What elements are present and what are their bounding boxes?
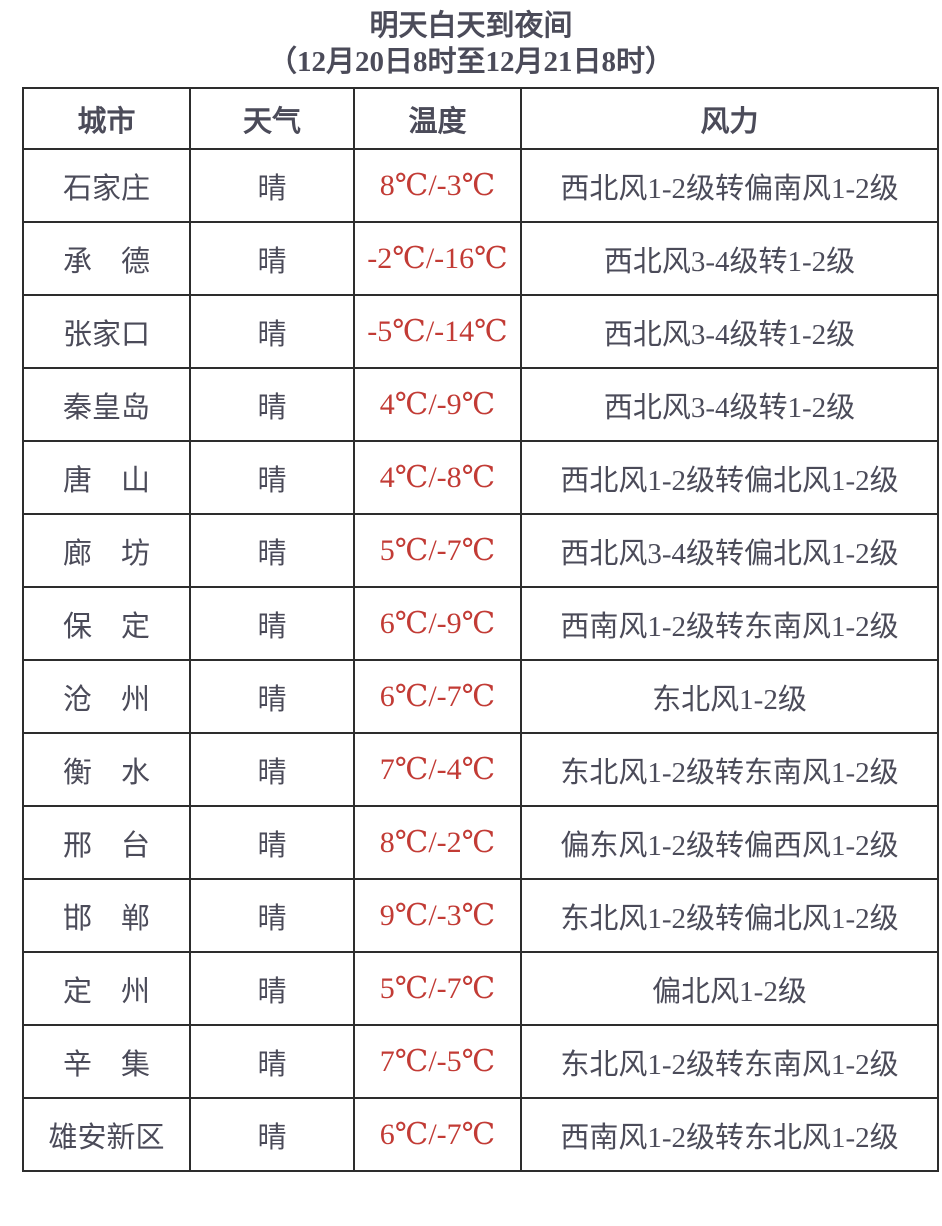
temperature-cell: 4℃/-8℃ bbox=[353, 440, 522, 515]
city-cell: 石家庄 bbox=[22, 148, 191, 223]
title-line-1: 明天白天到夜间 bbox=[369, 10, 573, 42]
temperature-cell: 5℃/-7℃ bbox=[353, 513, 522, 588]
header-row: 城市 天气 温度 风力 bbox=[22, 87, 939, 150]
table-row: 邢 台 晴 8℃/-2℃ 偏东风1-2级转偏西风1-2级 bbox=[22, 805, 939, 880]
weather-cell: 晴 bbox=[189, 1097, 355, 1172]
city-cell: 保 定 bbox=[22, 586, 191, 661]
weather-cell: 晴 bbox=[189, 659, 355, 734]
header-weather: 天气 bbox=[189, 87, 355, 150]
table-row: 定 州 晴 5℃/-7℃ 偏北风1-2级 bbox=[22, 951, 939, 1026]
table-row: 唐 山 晴 4℃/-8℃ 西北风1-2级转偏北风1-2级 bbox=[22, 440, 939, 515]
weather-cell: 晴 bbox=[189, 367, 355, 442]
table-row: 沧 州 晴 6℃/-7℃ 东北风1-2级 bbox=[22, 659, 939, 734]
wind-cell: 西南风1-2级转东北风1-2级 bbox=[520, 1097, 939, 1172]
page-title: 明天白天到夜间 （12月20日8时至12月21日8时） bbox=[0, 8, 942, 80]
temperature-cell: 8℃/-2℃ bbox=[353, 805, 522, 880]
table-row: 秦皇岛 晴 4℃/-9℃ 西北风3-4级转1-2级 bbox=[22, 367, 939, 442]
weather-cell: 晴 bbox=[189, 513, 355, 588]
wind-cell: 西北风3-4级转1-2级 bbox=[520, 294, 939, 369]
city-cell: 张家口 bbox=[22, 294, 191, 369]
temperature-cell: 5℃/-7℃ bbox=[353, 951, 522, 1026]
table-row: 廊 坊 晴 5℃/-7℃ 西北风3-4级转偏北风1-2级 bbox=[22, 513, 939, 588]
table-row: 邯 郸 晴 9℃/-3℃ 东北风1-2级转偏北风1-2级 bbox=[22, 878, 939, 953]
weather-cell: 晴 bbox=[189, 148, 355, 223]
forecast-table: 城市 天气 温度 风力 石家庄 晴 8℃/-3℃ 西北风1-2级转偏南风1-2级… bbox=[22, 87, 939, 1172]
table-row: 承 德 晴 -2℃/-16℃ 西北风3-4级转1-2级 bbox=[22, 221, 939, 296]
city-cell: 定 州 bbox=[22, 951, 191, 1026]
weather-cell: 晴 bbox=[189, 732, 355, 807]
city-cell: 邯 郸 bbox=[22, 878, 191, 953]
city-cell: 承 德 bbox=[22, 221, 191, 296]
wind-cell: 西北风1-2级转偏北风1-2级 bbox=[520, 440, 939, 515]
table-row: 衡 水 晴 7℃/-4℃ 东北风1-2级转东南风1-2级 bbox=[22, 732, 939, 807]
wind-cell: 东北风1-2级转东南风1-2级 bbox=[520, 1024, 939, 1099]
temperature-cell: 4℃/-9℃ bbox=[353, 367, 522, 442]
city-cell: 辛 集 bbox=[22, 1024, 191, 1099]
temperature-cell: 6℃/-9℃ bbox=[353, 586, 522, 661]
wind-cell: 东北风1-2级转偏北风1-2级 bbox=[520, 878, 939, 953]
weather-cell: 晴 bbox=[189, 805, 355, 880]
weather-cell: 晴 bbox=[189, 878, 355, 953]
wind-cell: 西北风3-4级转偏北风1-2级 bbox=[520, 513, 939, 588]
city-cell: 沧 州 bbox=[22, 659, 191, 734]
table-row: 雄安新区 晴 6℃/-7℃ 西南风1-2级转东北风1-2级 bbox=[22, 1097, 939, 1172]
wind-cell: 西南风1-2级转东南风1-2级 bbox=[520, 586, 939, 661]
weather-cell: 晴 bbox=[189, 1024, 355, 1099]
wind-cell: 西北风3-4级转1-2级 bbox=[520, 367, 939, 442]
city-cell: 秦皇岛 bbox=[22, 367, 191, 442]
wind-cell: 东北风1-2级转东南风1-2级 bbox=[520, 732, 939, 807]
temperature-cell: 7℃/-4℃ bbox=[353, 732, 522, 807]
wind-cell: 偏北风1-2级 bbox=[520, 951, 939, 1026]
wind-cell: 西北风1-2级转偏南风1-2级 bbox=[520, 148, 939, 223]
city-cell: 廊 坊 bbox=[22, 513, 191, 588]
wind-cell: 东北风1-2级 bbox=[520, 659, 939, 734]
header-temperature: 温度 bbox=[353, 87, 522, 150]
weather-cell: 晴 bbox=[189, 586, 355, 661]
temperature-cell: -5℃/-14℃ bbox=[353, 294, 522, 369]
temperature-cell: 9℃/-3℃ bbox=[353, 878, 522, 953]
temperature-cell: 6℃/-7℃ bbox=[353, 659, 522, 734]
table-row: 张家口 晴 -5℃/-14℃ 西北风3-4级转1-2级 bbox=[22, 294, 939, 369]
wind-cell: 偏东风1-2级转偏西风1-2级 bbox=[520, 805, 939, 880]
table-row: 保 定 晴 6℃/-9℃ 西南风1-2级转东南风1-2级 bbox=[22, 586, 939, 661]
weather-cell: 晴 bbox=[189, 294, 355, 369]
temperature-cell: -2℃/-16℃ bbox=[353, 221, 522, 296]
city-cell: 唐 山 bbox=[22, 440, 191, 515]
city-cell: 衡 水 bbox=[22, 732, 191, 807]
header-city: 城市 bbox=[22, 87, 191, 150]
city-cell: 邢 台 bbox=[22, 805, 191, 880]
table-row: 石家庄 晴 8℃/-3℃ 西北风1-2级转偏南风1-2级 bbox=[22, 148, 939, 223]
title-line-2: （12月20日8时至12月21日8时） bbox=[267, 46, 674, 78]
temperature-cell: 8℃/-3℃ bbox=[353, 148, 522, 223]
weather-cell: 晴 bbox=[189, 221, 355, 296]
weather-cell: 晴 bbox=[189, 951, 355, 1026]
temperature-cell: 6℃/-7℃ bbox=[353, 1097, 522, 1172]
table-row: 辛 集 晴 7℃/-5℃ 东北风1-2级转东南风1-2级 bbox=[22, 1024, 939, 1099]
wind-cell: 西北风3-4级转1-2级 bbox=[520, 221, 939, 296]
temperature-cell: 7℃/-5℃ bbox=[353, 1024, 522, 1099]
city-cell: 雄安新区 bbox=[22, 1097, 191, 1172]
weather-cell: 晴 bbox=[189, 440, 355, 515]
header-wind: 风力 bbox=[520, 87, 939, 150]
